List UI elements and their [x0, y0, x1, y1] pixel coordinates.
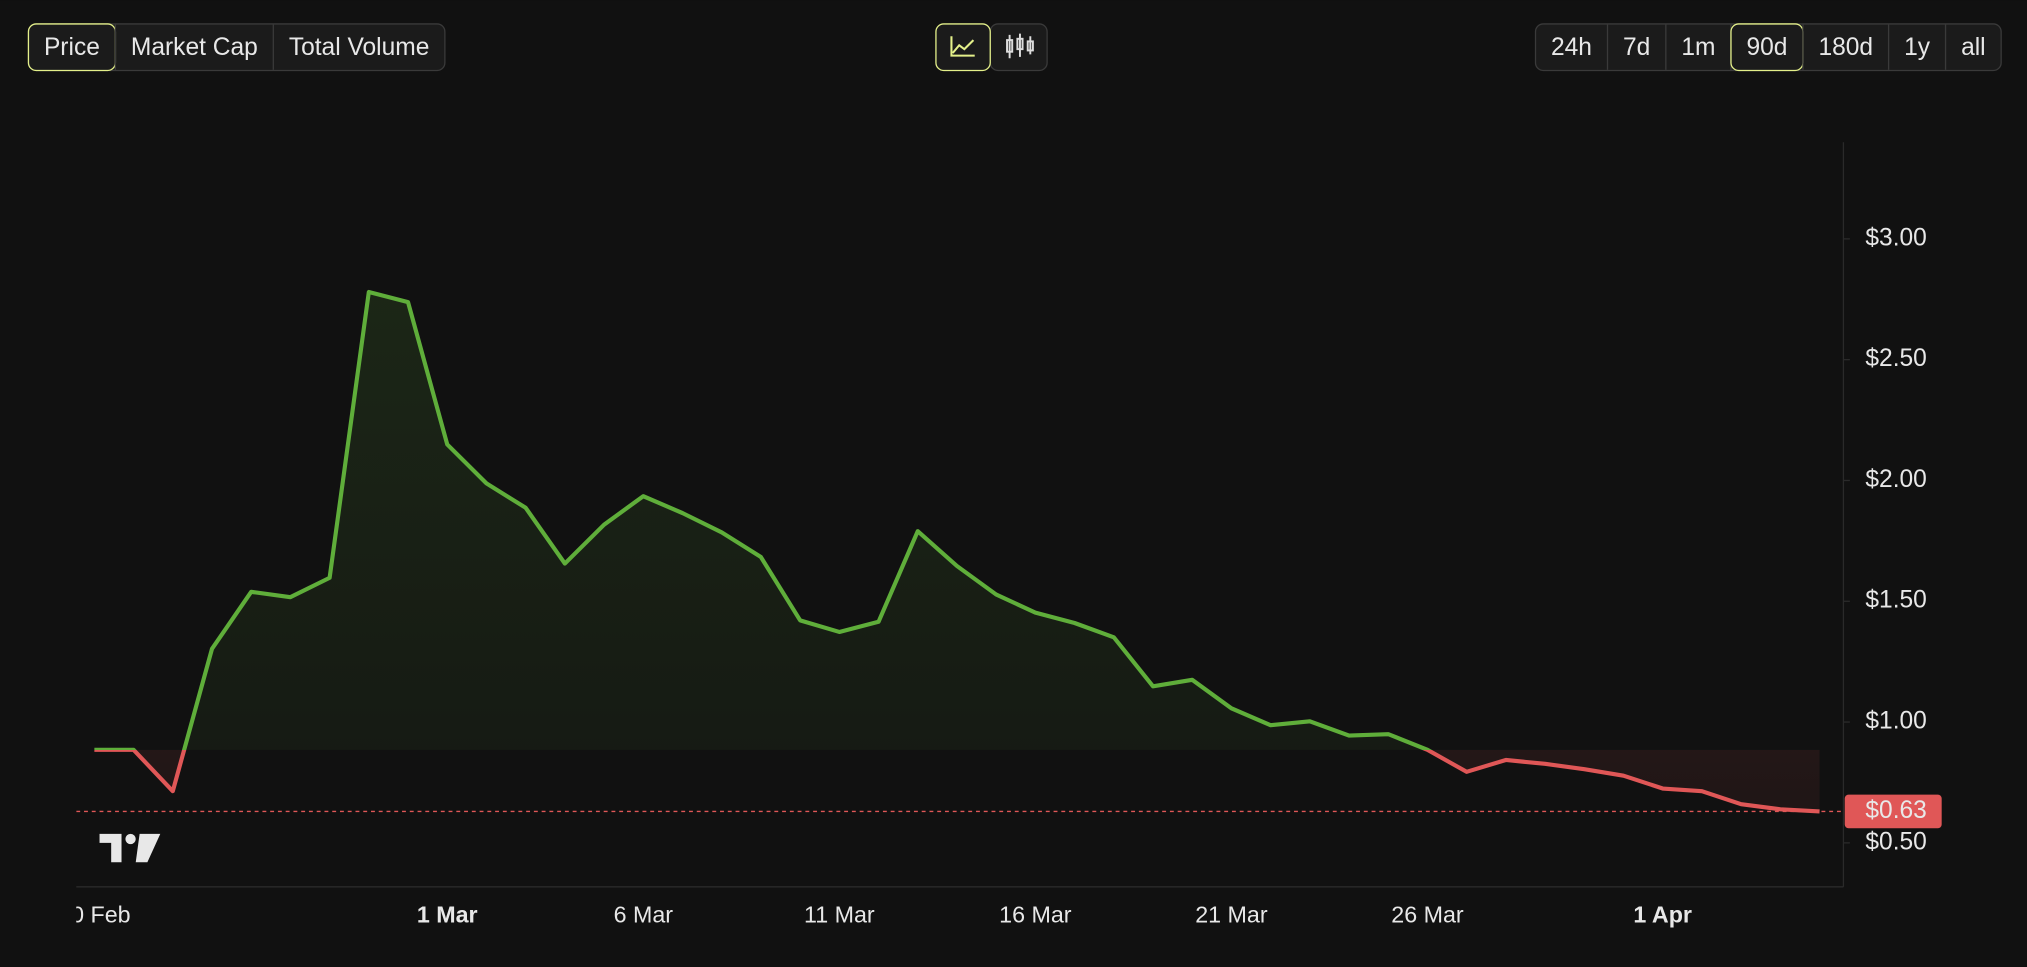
- metric-group: Market Cap Total Volume Price: [27, 23, 446, 72]
- range-label: all: [1961, 34, 1986, 61]
- current-price-label: $0.63: [1865, 797, 1926, 824]
- range-group: 24h 7d 1m 180d 1y all 90d: [1534, 23, 2002, 72]
- y-tick-label: $0.50: [1865, 828, 1926, 855]
- current-price-badge: [1844, 794, 1942, 829]
- x-tick-label: 20 Feb: [58, 902, 130, 928]
- range-label: 1y: [1904, 34, 1931, 61]
- metric-label: Market Cap: [131, 34, 258, 61]
- metric-label: Price: [44, 34, 100, 61]
- x-tick-label: 1 Apr: [1633, 902, 1692, 928]
- range-label: 1m: [1681, 34, 1715, 61]
- y-tick-label: $1.00: [1865, 708, 1926, 735]
- x-tick-label: 16 Mar: [999, 902, 1072, 928]
- plot: 20 Feb 1 Mar 6 Mar 11 Mar 16 Mar 21 Mar 26 Mar…: [58, 289, 1844, 928]
- line-icon: [950, 36, 975, 57]
- chart-type-toggle: [935, 23, 1048, 72]
- x-tick-label: 11 Mar: [804, 902, 875, 928]
- x-tick-label: 1 Mar: [417, 902, 478, 928]
- y-tick-label: $2.50: [1865, 345, 1926, 372]
- range-label: 24h: [1551, 34, 1592, 61]
- range-label: 7d: [1623, 34, 1650, 61]
- area-fill: [94, 292, 1820, 812]
- range-label: 90d: [1746, 34, 1787, 61]
- candle-icon: [1006, 33, 1034, 59]
- price-line: [94, 289, 1820, 814]
- tradingview-logo: [99, 833, 161, 863]
- x-tick-label: 26 Mar: [1391, 902, 1464, 928]
- y-tick-label: $1.50: [1865, 587, 1926, 614]
- y-tick-label: $2.00: [1865, 466, 1926, 493]
- x-tick-label: 21 Mar: [1195, 902, 1268, 928]
- y-tick-label: $3.00: [1865, 224, 1926, 251]
- candle-button[interactable]: [989, 23, 1048, 72]
- metric-label: Total Volume: [289, 34, 430, 61]
- range-label: 180d: [1818, 34, 1873, 61]
- x-tick-label: 6 Mar: [614, 902, 674, 928]
